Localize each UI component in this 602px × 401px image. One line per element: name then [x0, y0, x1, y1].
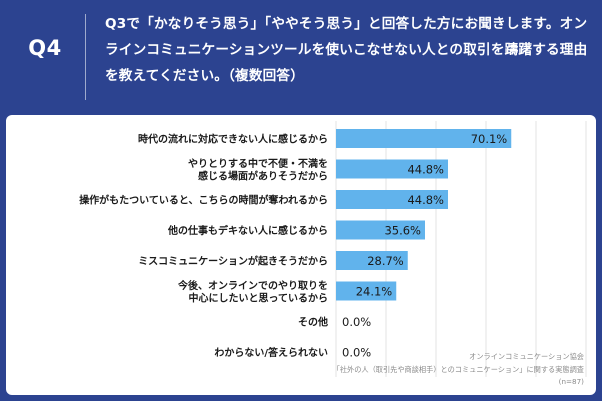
bar	[336, 220, 425, 240]
category-label: ミスコミュニケーションが起きそうだから	[138, 255, 328, 268]
category-label: 今後、オンラインでのやり取りを中心にしたいと思っているから	[177, 279, 328, 305]
question-text: Q3で「かなりそう思う」「ややそう思う」と回答した方にお聞きします。オンラインコ…	[105, 16, 588, 84]
category-label-line: その他	[298, 316, 328, 329]
value-label: 44.8%	[407, 163, 444, 177]
risapy-logo: リサピー	[9, 378, 86, 398]
value-label: 24.1%	[356, 285, 393, 299]
category-label: その他	[298, 316, 328, 329]
question-number: Q4	[28, 36, 62, 60]
category-label-line: ミスコミュニケーションが起きそうだから	[138, 255, 328, 268]
value-label: 0.0%	[342, 315, 371, 329]
bar	[336, 159, 448, 179]
source-note: オンラインコミュニケーション協会 「社外の人（取引先や商談相手）とのコミュニケー…	[333, 351, 584, 389]
chart-card: 70.1% 時代の流れに対応できない人に感じるから 44.8% やりとりする中で不便・…	[6, 115, 596, 395]
category-label-line: やりとりする中で不便・不満を	[188, 157, 328, 170]
value-label: 28.7%	[367, 254, 404, 268]
category-label-line: 操作がもたついていると、こちらの時間が奪われるから	[79, 194, 328, 207]
category-label-line: 他の仕事もデキない人に感じるから	[167, 224, 328, 237]
source-line-1: オンラインコミュニケーション協会	[469, 352, 584, 361]
question-header: Q4 Q3で「かなりそう思う」「ややそう思う」と回答した方にお聞きします。オンラ…	[0, 0, 602, 114]
logo-text: リサピー	[28, 381, 87, 397]
value-label: 70.1%	[471, 132, 508, 146]
bar	[336, 190, 448, 209]
category-label: 時代の流れに対応できない人に感じるから	[138, 133, 328, 146]
source-line-3: (n=87)	[558, 377, 584, 386]
category-label: 他の仕事もデキない人に感じるから	[167, 224, 328, 237]
category-label-line: 感じる場面がありそうだから	[198, 169, 328, 182]
category-label: やりとりする中で不便・不満を感じる場面がありそうだから	[188, 157, 328, 183]
header-divider	[85, 14, 86, 100]
category-label: 操作がもたついていると、こちらの時間が奪われるから	[79, 194, 328, 207]
bar	[336, 281, 397, 301]
source-line-2: 「社外の人（取引先や商談相手）とのコミュニケーション」に関する実態調査	[332, 364, 584, 374]
category-label-line: 時代の流れに対応できない人に感じるから	[138, 133, 328, 146]
category-label-line: 中心にしたいと思っているから	[189, 291, 329, 304]
category-label-line: わからない/答えられない	[214, 346, 328, 359]
category-label-line: 今後、オンラインでのやり取りを	[177, 279, 328, 292]
value-label: 35.6%	[384, 224, 421, 238]
value-label: 44.8%	[407, 193, 444, 207]
value-label: 0.0%	[342, 346, 371, 360]
bar	[336, 251, 408, 270]
category-label: わからない/答えられない	[214, 346, 328, 359]
bar	[336, 129, 512, 148]
speech-bubble-icon	[9, 381, 23, 395]
bar-chart: 70.1% 時代の流れに対応できない人に感じるから 44.8% やりとりする中で不便・…	[79, 121, 587, 377]
